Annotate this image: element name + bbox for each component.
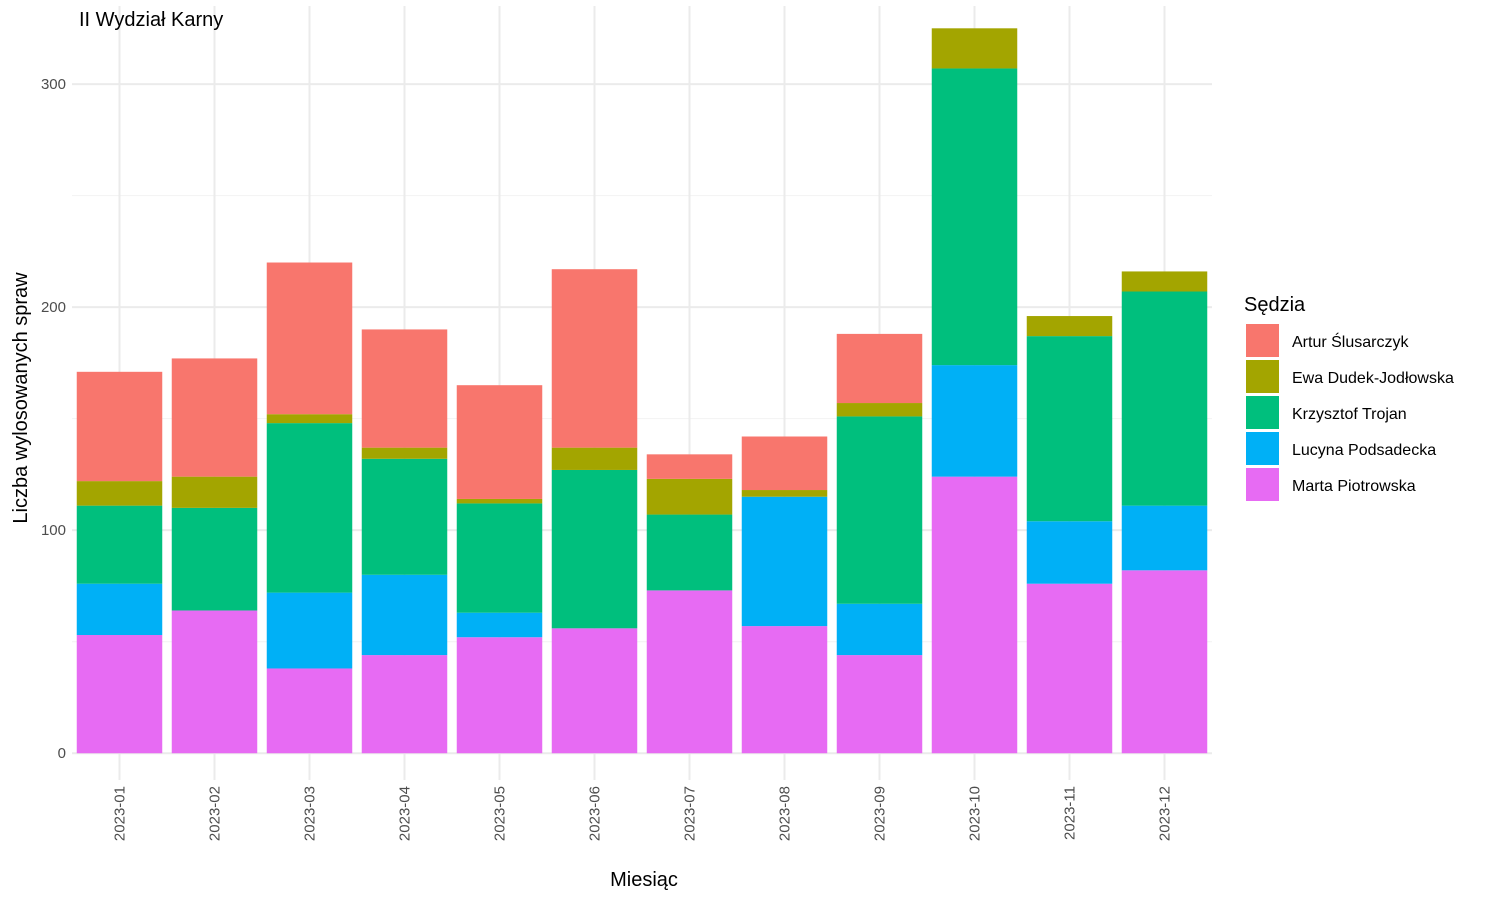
bar-segment	[361, 458, 448, 575]
bar-segment	[171, 507, 258, 611]
y-axis-ticks: 0 100 200 300	[41, 76, 66, 762]
bar-segment	[551, 447, 638, 470]
x-tick-label: 2023-10	[967, 786, 984, 841]
bar-segment	[266, 423, 353, 593]
bar-segment	[76, 583, 163, 636]
bar-segment	[456, 385, 543, 499]
bar-segment	[646, 478, 733, 515]
bar-segment	[931, 28, 1018, 69]
bar-segment	[836, 403, 923, 417]
bar-segment	[1026, 521, 1113, 584]
bar-segment	[456, 503, 543, 613]
legend-label: Lucyna Podsadecka	[1292, 442, 1436, 459]
x-tick-label: 2023-02	[207, 786, 224, 841]
bar-segment	[836, 416, 923, 604]
x-tick-label: 2023-11	[1062, 786, 1079, 840]
bar-segment	[361, 447, 448, 459]
bar-segment	[266, 668, 353, 754]
bar-segment	[836, 603, 923, 656]
bar-segment	[1121, 271, 1208, 292]
bar-segment	[741, 490, 828, 497]
bar-segment	[931, 365, 1018, 477]
bar-segment	[741, 496, 828, 627]
bar-segment	[646, 590, 733, 754]
x-tick-label: 2023-07	[682, 786, 699, 841]
legend-key	[1246, 432, 1279, 465]
bar-segment	[456, 498, 543, 504]
bar-segment	[741, 436, 828, 491]
bar-segment	[741, 626, 828, 754]
bar-segment	[361, 574, 448, 656]
bar-segment	[931, 68, 1018, 366]
bar-segment	[1026, 583, 1113, 754]
legend-label: Marta Piotrowska	[1292, 478, 1416, 495]
x-tick-label: 2023-05	[492, 786, 509, 841]
bar-segment	[836, 655, 923, 754]
bar-segment	[361, 329, 448, 448]
chart-title: II Wydział Karny	[79, 9, 223, 31]
x-tick-label: 2023-08	[777, 786, 794, 841]
x-tick-label: 2023-01	[112, 786, 129, 841]
bar-segment	[266, 592, 353, 669]
bar-segment	[551, 269, 638, 448]
bar-segment	[646, 514, 733, 591]
bar-segment	[931, 476, 1018, 754]
bar-segment	[266, 262, 353, 415]
x-axis-title: Miesiąc	[610, 869, 678, 891]
bar-segment	[836, 333, 923, 404]
legend-key	[1246, 324, 1279, 357]
bar-segment	[76, 635, 163, 754]
bar-segment	[76, 505, 163, 584]
bar-segment	[76, 371, 163, 482]
x-tick-label: 2023-09	[872, 786, 889, 841]
bar-segment	[1121, 505, 1208, 571]
y-tick-label: 300	[41, 76, 66, 93]
x-tick-label: 2023-04	[397, 786, 414, 841]
bars	[76, 28, 1208, 754]
legend-label: Artur Ślusarczyk	[1292, 332, 1409, 351]
legend-key	[1246, 468, 1279, 501]
y-tick-label: 100	[41, 522, 66, 539]
x-axis-ticks: 2023-01 2023-02 2023-03 2023-04 2023-05 2023-…	[112, 786, 1174, 841]
x-tick-label: 2023-12	[1157, 786, 1174, 841]
x-tick-label: 2023-06	[587, 786, 604, 841]
legend-key	[1246, 396, 1279, 429]
y-tick-label: 0	[58, 745, 66, 762]
legend-title: Sędzia	[1244, 294, 1306, 316]
bar-segment	[361, 655, 448, 754]
y-tick-label: 200	[41, 299, 66, 316]
legend-label: Ewa Dudek-Jodłowska	[1292, 370, 1454, 387]
bar-segment	[551, 628, 638, 754]
bar-segment	[1121, 570, 1208, 754]
bar-segment	[1026, 316, 1113, 337]
bar-segment	[456, 612, 543, 638]
y-axis-title: Liczba wylosowanych spraw	[10, 272, 32, 524]
bar-segment	[646, 454, 733, 479]
bar-segment	[171, 358, 258, 477]
bar-segment	[76, 481, 163, 506]
x-tick-label: 2023-03	[302, 786, 319, 841]
bar-segment	[266, 414, 353, 424]
bar-segment	[1121, 291, 1208, 506]
bar-segment	[456, 637, 543, 754]
legend-label: Krzysztof Trojan	[1292, 406, 1407, 423]
bar-segment	[1026, 336, 1113, 522]
bar-segment	[551, 469, 638, 629]
bar-segment	[171, 610, 258, 754]
legend: Sędzia Artur Ślusarczyk Ewa Dudek-Jodłows…	[1244, 294, 1454, 501]
bar-segment	[171, 476, 258, 508]
legend-key	[1246, 360, 1279, 393]
